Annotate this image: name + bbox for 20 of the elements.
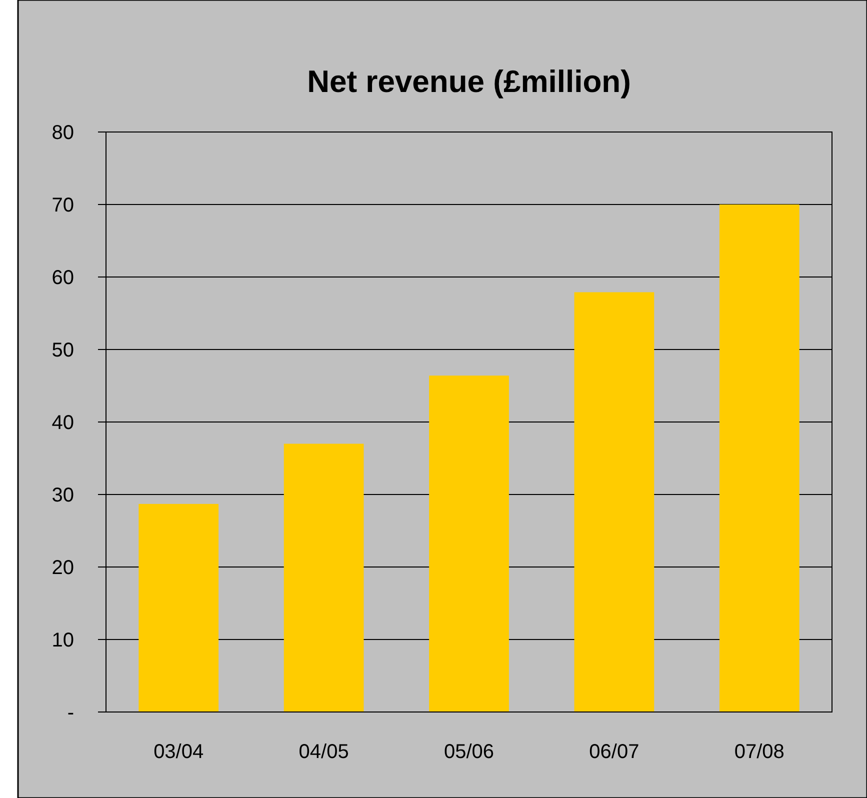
- y-tick-label: 60: [52, 267, 74, 289]
- x-tick-label: 03/04: [154, 741, 204, 763]
- x-tick-label: 04/05: [298, 741, 349, 763]
- y-tick-label: 50: [52, 340, 74, 362]
- bar: [719, 204, 800, 712]
- y-tick-label: 70: [52, 194, 74, 216]
- x-tick-label: 07/08: [734, 741, 784, 763]
- y-tick-label: 10: [52, 630, 74, 652]
- bar: [138, 504, 219, 712]
- y-tick-label: 40: [52, 412, 74, 434]
- y-tick-label: -: [67, 702, 74, 724]
- bar: [574, 292, 654, 712]
- x-tick-label: 06/07: [589, 741, 640, 763]
- y-tick-label: 80: [52, 122, 74, 144]
- bar: [284, 444, 364, 712]
- chart-title: Net revenue (£million): [307, 64, 631, 99]
- bar: [429, 376, 509, 712]
- y-tick-label: 20: [52, 557, 74, 579]
- y-tick-label: 30: [52, 484, 74, 506]
- x-tick-label: 05/06: [444, 741, 494, 763]
